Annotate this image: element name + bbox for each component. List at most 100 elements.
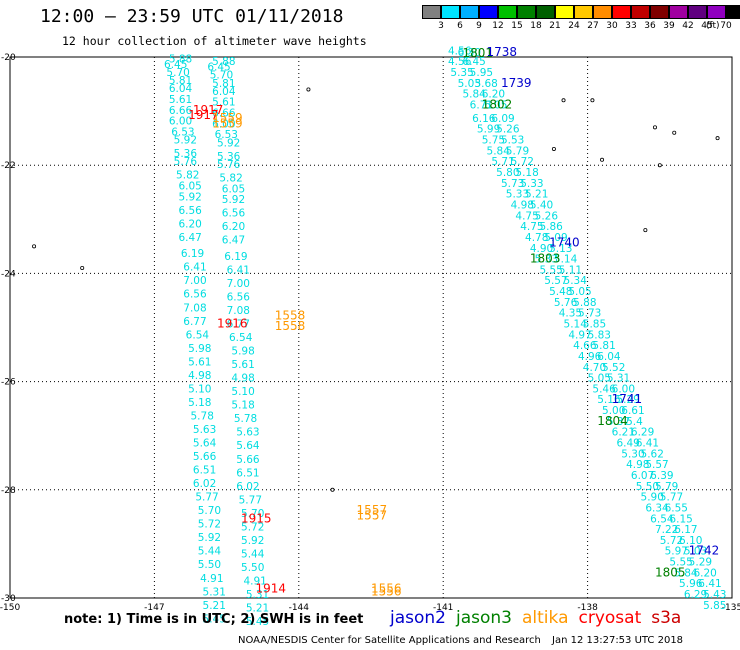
wave-height-label: 5.97 — [665, 546, 688, 558]
wave-height-label: 6.15 — [669, 513, 692, 525]
wave-height-label: 5.78 — [191, 410, 214, 422]
wave-height-label: 5.90 — [641, 492, 664, 504]
pass-time-label: 1558 — [275, 308, 306, 322]
legend-label: 36 — [644, 21, 656, 31]
wave-height-label: 6.71 — [470, 99, 493, 111]
pass-time-label: 1740 — [549, 235, 580, 249]
wave-height-label: 6.53 — [171, 126, 194, 138]
wave-height-label: 5.70 — [166, 67, 189, 79]
wave-height-label: 5.18 — [188, 397, 211, 409]
wave-height-label: 6.16 — [472, 113, 496, 125]
wave-height-label: 4.78 — [525, 232, 548, 244]
wave-height-label: 5.72 — [660, 535, 683, 547]
wave-height-label: 6.00 — [212, 118, 235, 130]
legend-swatch — [441, 5, 460, 19]
wave-height-label: 6.54 — [186, 329, 210, 341]
wave-height-label: 6.34 — [645, 502, 669, 514]
wave-height-label: 5.29 — [616, 394, 639, 406]
pass-time-label: 1804 — [597, 414, 628, 428]
island — [657, 163, 662, 168]
wave-height-label: 6.04 — [212, 86, 236, 98]
pass-time-label: 1557 — [357, 503, 388, 517]
wave-height-label: 5.4 — [626, 416, 643, 428]
wave-height-label: 6.45 — [207, 62, 230, 74]
wave-height-label: 6.47 — [222, 235, 245, 247]
timestamp: Jan 12 13:27:53 UTC 2018 — [552, 635, 684, 646]
wave-height-label: 6.45 — [462, 56, 485, 68]
wave-height-label: 6.09 — [491, 113, 514, 125]
island — [590, 98, 595, 103]
y-tick-label: -20 — [1, 53, 16, 63]
satellite-name: cryosat — [578, 608, 642, 628]
x-tick-label: -138 — [577, 603, 598, 613]
wave-height-label: 5.79 — [655, 481, 678, 493]
wave-height-label: 5.34 — [564, 275, 588, 287]
pass-time-label: 1803 — [530, 252, 561, 266]
wave-height-label: 5.77 — [195, 492, 218, 504]
wave-height-label: 5.61 — [188, 356, 211, 368]
wave-height-label: 5.84 — [462, 89, 486, 101]
wave-height-label: 5.05 — [588, 373, 611, 385]
wave-height-label: 5.57 — [645, 459, 668, 471]
wave-height-label: 4.96 — [578, 351, 602, 363]
wave-height-label: 6.07 — [631, 470, 654, 482]
wave-height-label: 5.31 — [246, 589, 269, 601]
wave-height-label: 4.70 — [583, 362, 606, 374]
wave-height-label: 6.39 — [650, 470, 673, 482]
x-tick-label: -150 — [0, 603, 20, 613]
pass-time-label: 1801 — [462, 46, 493, 60]
wave-height-label: 4.75 — [520, 221, 543, 233]
pass-time-label: 1741 — [612, 392, 643, 406]
wave-height-label: 5.11 — [559, 264, 582, 276]
wave-height-label: 4.98 — [626, 459, 649, 471]
wave-height-label: 6.21 — [612, 427, 635, 439]
wave-height-label: 6.66 — [169, 105, 193, 117]
wave-height-label: 5.64 — [193, 438, 217, 450]
legend-swatch — [517, 5, 536, 19]
wave-height-label: 5.55 — [539, 264, 562, 276]
wave-height-label: 5.36 — [174, 148, 198, 160]
wave-height-label: 4.56 — [448, 45, 472, 57]
pass-time-label: 1917 — [193, 103, 224, 117]
wave-height-label: 5.61 — [231, 359, 254, 371]
island — [652, 125, 657, 130]
wave-height-label: 5.72 — [198, 519, 221, 531]
pass-time-label: 1805 — [655, 565, 686, 579]
legend-swatch — [460, 5, 479, 19]
wave-height-label: 4.97 — [568, 329, 591, 341]
wave-height-label: 6.41 — [227, 264, 250, 276]
wave-height-label: 5.66 — [193, 451, 217, 463]
wave-height-label: 6.20 — [222, 221, 245, 233]
pass-time-label: 1559 — [212, 111, 243, 125]
island — [600, 157, 605, 162]
wave-height-label: 6.19 — [181, 248, 204, 260]
wave-height-label: 5.92 — [178, 191, 201, 203]
wave-height-label: 6.56 — [183, 289, 207, 301]
wave-height-label: 5.99 — [477, 124, 500, 136]
pass-time-label: 1916 — [217, 317, 248, 331]
wave-height-label: 5.85 — [583, 319, 606, 331]
island — [306, 87, 311, 92]
wave-height-label: 7.08 — [183, 302, 206, 314]
legend-swatch — [498, 5, 517, 19]
island — [80, 265, 85, 270]
wave-height-label: 6.00 — [612, 383, 635, 395]
wave-height-label: 5.62 — [641, 448, 664, 460]
wave-height-label: 6.17 — [674, 524, 697, 536]
wave-height-label: 5.73 — [578, 308, 601, 320]
legend-swatch — [536, 5, 555, 19]
wave-height-label: 5.81 — [212, 78, 235, 90]
wave-height-label: 5.14 — [564, 319, 588, 331]
pass-time-label: 1914 — [255, 582, 286, 596]
pass-time-label: 1556 — [371, 582, 402, 596]
wave-height-label: 5.66 — [236, 454, 260, 466]
legend-swatch — [479, 5, 498, 19]
legend-label: 15 — [511, 21, 523, 31]
pass-time-label: 1556 — [371, 584, 402, 598]
wave-height-label: 5.92 — [217, 137, 240, 149]
wave-height-label: 6.47 — [178, 232, 201, 244]
wave-height-label: 5.26 — [496, 124, 520, 136]
wave-height-label: 6.54 — [229, 332, 253, 344]
wave-height-label: 5.81 — [592, 340, 615, 352]
wave-height-label: 4.90 — [530, 243, 553, 255]
